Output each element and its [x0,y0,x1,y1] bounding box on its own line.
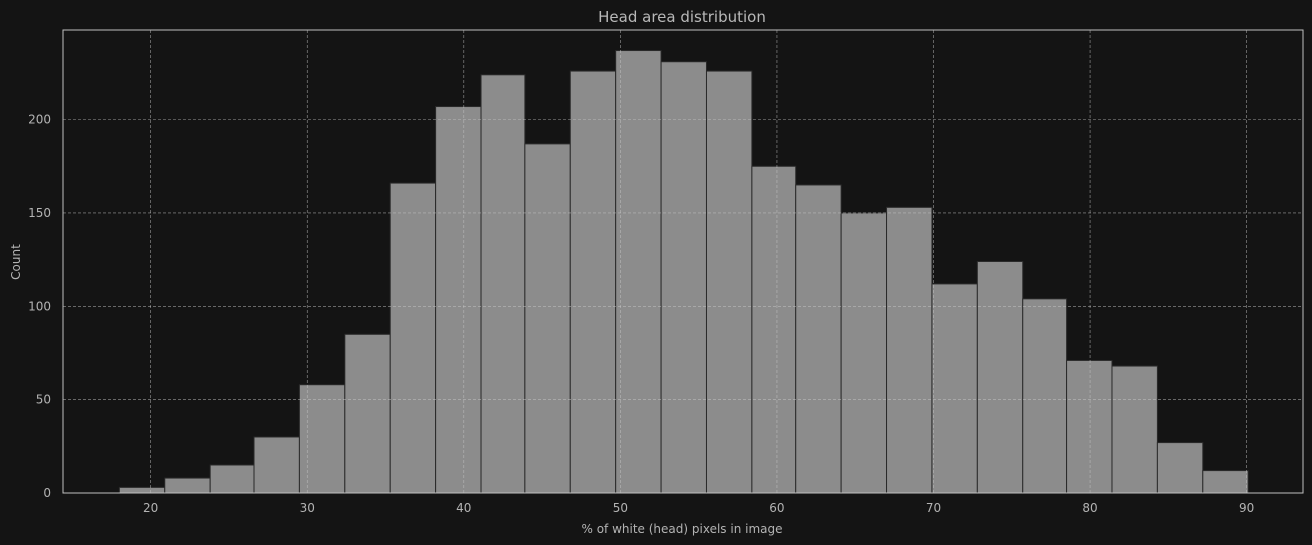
y-axis-label: Count [9,244,23,280]
x-tick-label: 70 [926,501,941,515]
histogram-bar [164,477,211,494]
histogram-bar [751,165,797,494]
histogram-bar [209,464,255,494]
histogram-bar [569,70,617,494]
plot-frame [62,29,1304,494]
x-axis-ticks: 20 30 40 50 60 70 80 90 [143,501,1254,515]
y-axis-ticks: 0 50 100 150 200 [28,113,51,500]
chart-title: Head area distribution [598,8,766,26]
histogram-bar [253,436,300,494]
x-tick-label: 90 [1239,501,1254,515]
histogram-bar [480,74,526,494]
x-tick-label: 30 [300,501,315,515]
histogram-bar [705,70,753,494]
histogram-bar [1111,365,1158,494]
x-tick-label: 60 [769,501,784,515]
histogram-bar [840,212,888,494]
histogram-bar [886,206,933,494]
y-tick-label: 150 [28,206,51,220]
x-tick-label: 40 [456,501,471,515]
histogram-bar [389,182,437,494]
x-tick-label: 80 [1082,501,1097,515]
histogram-bar [976,261,1024,494]
y-tick-label: 50 [36,393,51,407]
histogram-bar [795,184,842,494]
histogram-bar [931,283,978,494]
histogram-bar [1022,298,1068,494]
histogram-bar [660,61,707,494]
histogram-bar [435,106,482,494]
y-tick-label: 200 [28,113,51,127]
histogram-bar [524,143,571,494]
x-tick-label: 20 [143,501,158,515]
histogram-bar [1066,359,1113,494]
histogram-bar [1202,470,1249,494]
y-tick-label: 100 [28,299,51,313]
histogram-bar [344,333,391,494]
histogram-bar [615,50,662,494]
x-tick-label: 50 [613,501,628,515]
x-axis-label: % of white (head) pixels in image [582,522,783,536]
histogram-bar [1156,442,1204,494]
y-tick-label: 0 [43,486,51,500]
histogram-bar [298,384,346,494]
histogram-bars [118,50,1249,494]
histogram-bar [118,486,166,494]
